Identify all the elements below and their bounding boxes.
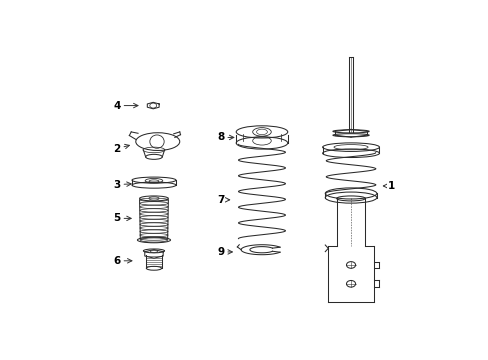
Text: 3: 3 — [113, 180, 131, 190]
Text: 4: 4 — [113, 100, 138, 111]
Text: 9: 9 — [217, 247, 232, 257]
Text: 1: 1 — [383, 181, 394, 191]
Text: 5: 5 — [113, 213, 131, 224]
Text: 8: 8 — [217, 132, 233, 143]
Text: 7: 7 — [217, 195, 229, 205]
Text: 2: 2 — [113, 144, 129, 153]
Text: 6: 6 — [113, 256, 132, 266]
